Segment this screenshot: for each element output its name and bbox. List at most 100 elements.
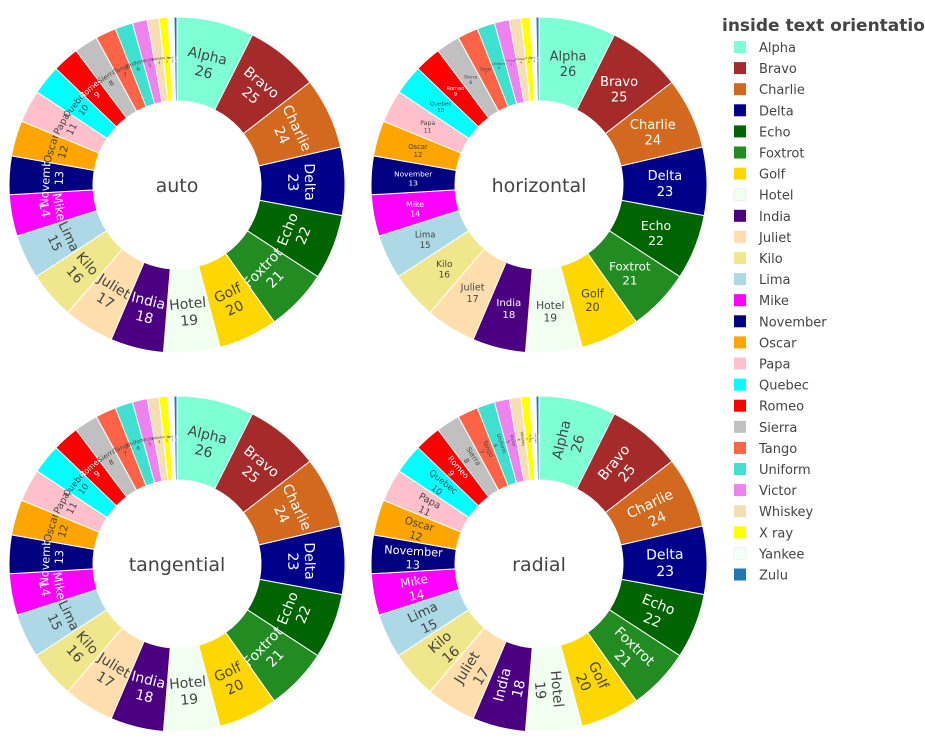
legend-item-echo[interactable]: Echo bbox=[734, 125, 791, 140]
legend-label: Hotel bbox=[759, 189, 793, 204]
legend-swatch bbox=[734, 294, 746, 307]
legend-swatch bbox=[734, 505, 746, 518]
slice-label-lima: Lima15 bbox=[40, 598, 81, 640]
legend-label: Alpha bbox=[759, 41, 796, 56]
hole-label-auto: auto bbox=[156, 175, 199, 197]
slice-label-delta: Delta23 bbox=[284, 542, 318, 580]
legend-swatch bbox=[734, 83, 746, 96]
legend-swatch bbox=[734, 125, 746, 138]
legend-swatch bbox=[734, 104, 746, 117]
legend-label: Lima bbox=[759, 273, 790, 288]
legend-label: Echo bbox=[759, 125, 791, 140]
slice-label-mike: Mike14 bbox=[399, 572, 432, 605]
slice-zulu[interactable] bbox=[173, 395, 178, 481]
legend-item-tango[interactable]: Tango bbox=[734, 441, 797, 457]
slice-label-november: November13 bbox=[383, 543, 443, 573]
legend-label: Yankee bbox=[758, 547, 804, 562]
pie-subplots: Alpha26 Bravo25 Charlie24 Delta23 Echo22 Foxt… bbox=[8, 16, 708, 733]
slice-zulu[interactable] bbox=[173, 16, 178, 102]
legend-label: Victor bbox=[759, 484, 797, 499]
legend-label: Kilo bbox=[759, 252, 783, 267]
slice-zulu[interactable] bbox=[535, 16, 540, 102]
slice-label-yankee: Yankee2 bbox=[167, 434, 178, 442]
legend-label: Charlie bbox=[759, 83, 805, 98]
legend-swatch bbox=[734, 420, 746, 433]
slice-zulu[interactable] bbox=[535, 395, 540, 481]
legend-item-juliet[interactable]: Juliet bbox=[734, 230, 791, 246]
legend-swatch bbox=[734, 315, 746, 328]
slice-label-lima: Lima15 bbox=[40, 219, 81, 261]
legend-label: X ray bbox=[759, 526, 793, 541]
legend-label: Mike bbox=[759, 294, 789, 309]
legend-item-yankee[interactable]: Yankee bbox=[733, 547, 804, 562]
legend-swatch bbox=[734, 273, 746, 286]
slice-label-hotel: Hotel19 bbox=[169, 674, 209, 710]
slice-label-papa: Papa11 bbox=[411, 491, 442, 522]
legend-item-india[interactable]: India bbox=[734, 209, 791, 225]
legend-item-sierra[interactable]: Sierra bbox=[734, 420, 797, 436]
legend-label: Romeo bbox=[759, 400, 804, 415]
legend-item-x-ray[interactable]: X ray bbox=[734, 526, 793, 541]
legend-item-charlie[interactable]: Charlie bbox=[734, 83, 805, 98]
slice-label-yankee: Yankee2 bbox=[530, 433, 538, 444]
legend-item-papa[interactable]: Papa bbox=[734, 357, 790, 373]
legend-item-hotel[interactable]: Hotel bbox=[733, 188, 793, 204]
legend-label: Sierra bbox=[759, 421, 797, 436]
legend-label: India bbox=[759, 210, 791, 225]
legend-item-november[interactable]: November bbox=[734, 315, 827, 330]
legend-item-mike[interactable]: Mike bbox=[734, 294, 789, 309]
legend-swatch bbox=[734, 357, 746, 370]
legend-item-delta[interactable]: Delta bbox=[734, 104, 794, 119]
legend-item-kilo[interactable]: Kilo bbox=[734, 252, 783, 267]
legend-item-foxtrot[interactable]: Foxtrot bbox=[734, 146, 804, 162]
legend-label: Uniform bbox=[759, 463, 811, 478]
legend-swatch bbox=[734, 167, 746, 180]
legend-item-romeo[interactable]: Romeo bbox=[734, 399, 804, 415]
legend-swatch bbox=[733, 188, 747, 201]
legend-swatch bbox=[734, 230, 746, 243]
slice-label-yankee: Yankee2 bbox=[167, 55, 178, 63]
legend-swatch bbox=[734, 62, 746, 75]
pie-tangential: Alpha26 Bravo25Charlie24Delta23Echo22Foxt… bbox=[8, 395, 346, 733]
legend-item-quebec[interactable]: Quebec bbox=[734, 378, 809, 394]
legend-item-zulu[interactable]: Zulu bbox=[734, 568, 788, 584]
legend-swatch bbox=[734, 209, 746, 222]
legend-swatch bbox=[734, 252, 746, 264]
legend-item-bravo[interactable]: Bravo bbox=[734, 62, 797, 77]
legend-swatch bbox=[734, 41, 746, 53]
legend-item-victor[interactable]: Victor bbox=[734, 484, 797, 499]
slice-label-alpha: Alpha26 bbox=[182, 423, 228, 464]
legend-item-whiskey[interactable]: Whiskey bbox=[734, 505, 814, 520]
legend-swatch bbox=[734, 568, 746, 581]
legend-item-oscar[interactable]: Oscar bbox=[734, 336, 797, 351]
legend-swatch bbox=[734, 441, 746, 454]
slice-label-echo: Echo22 bbox=[275, 590, 318, 634]
legend-item-uniform[interactable]: Uniform bbox=[734, 463, 811, 478]
slice-label-victor: Victor5 bbox=[503, 434, 517, 449]
legend-label: Papa bbox=[759, 358, 790, 373]
slice-label-mike: Mike14 bbox=[35, 571, 68, 604]
legend-swatch bbox=[733, 547, 747, 560]
legend-item-alpha[interactable]: Alpha bbox=[734, 41, 796, 56]
hole-label-radial: radial bbox=[512, 554, 566, 576]
slice-label-victor: Victor5 bbox=[142, 435, 157, 449]
legend-item-golf[interactable]: Golf bbox=[734, 167, 786, 183]
slice-label-whiskey: Whiskey4 bbox=[151, 56, 167, 66]
slice-label-delta: Delta23 bbox=[284, 163, 318, 201]
slice-label-mike: Mike14 bbox=[35, 192, 68, 225]
slice-label-hotel: Hotel19 bbox=[530, 670, 566, 710]
legend-item-lima[interactable]: Lima bbox=[734, 273, 790, 288]
legend-label: Bravo bbox=[759, 62, 797, 77]
